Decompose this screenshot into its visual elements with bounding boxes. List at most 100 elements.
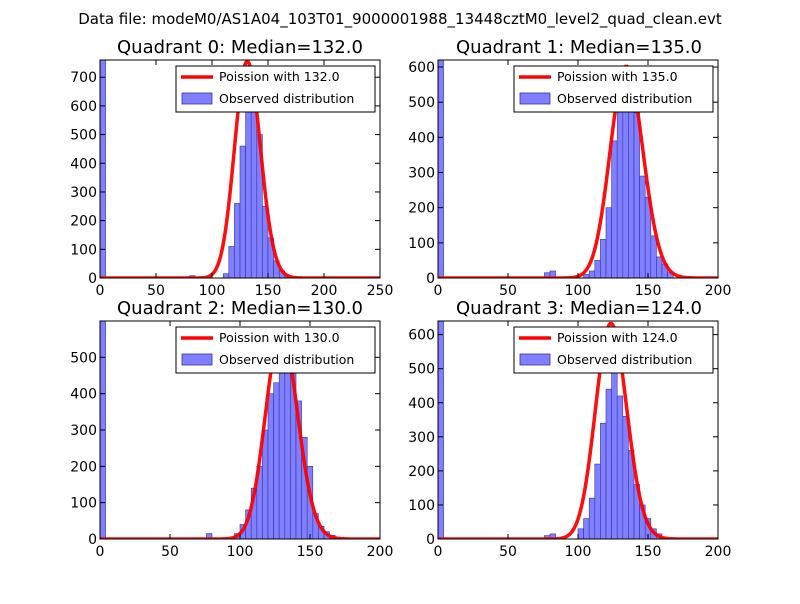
histogram-bar [273, 382, 280, 539]
legend-bar-swatch [181, 92, 213, 105]
legend-bar-swatch [519, 353, 551, 366]
subplot-title: Quadrant 1: Median=135.0 [456, 37, 702, 58]
histogram-bar [600, 239, 607, 278]
x-tick-label: 50 [499, 283, 517, 299]
x-tick-label: 50 [147, 283, 165, 299]
y-tick-label: 0 [88, 271, 97, 287]
legend-curve-label: Poission with 124.0 [557, 330, 678, 345]
histogram-bar [239, 145, 246, 278]
x-tick-label: 200 [705, 283, 732, 299]
x-tick-label: 0 [434, 283, 443, 299]
histogram-bar [583, 274, 590, 278]
plot-area-quadrant-0: 0 50 100 150 200 250 0 100 200 300 400 500 600 700 [70, 59, 394, 299]
histogram-bar [588, 497, 596, 539]
y-tick-label: 300 [70, 423, 97, 439]
y-tick-label: 200 [408, 201, 435, 217]
x-tick-label: 100 [199, 283, 226, 299]
y-tick-label: 600 [70, 99, 97, 115]
legend-bar-swatch [519, 92, 551, 105]
plot-area-quadrant-2: 0 50 100 150 200 0 100 200 300 400 500 [70, 320, 394, 560]
y-tick-label: 500 [408, 95, 435, 111]
legend-bar-label: Observed distribution [557, 352, 692, 367]
subplot-title: Quadrant 3: Median=124.0 [456, 298, 702, 319]
histogram-bar [633, 112, 640, 278]
y-tick-label: 0 [426, 532, 435, 548]
y-tick-label: 400 [408, 130, 435, 146]
x-tick-label: 150 [255, 283, 282, 299]
x-tick-label: 50 [161, 544, 179, 560]
histogram-bar [650, 235, 657, 278]
histogram-bar [616, 395, 624, 539]
x-tick-label: 100 [565, 544, 592, 560]
x-tick-label: 150 [635, 544, 662, 560]
y-tick-label: 400 [408, 396, 435, 412]
axes-frame [99, 59, 381, 279]
x-tick-label: 150 [635, 283, 662, 299]
histogram-bar [262, 429, 269, 539]
y-tick-label: 500 [408, 362, 435, 378]
histogram-bar [438, 60, 444, 278]
y-tick-label: 200 [70, 459, 97, 475]
legend-bar-label: Observed distribution [557, 91, 692, 106]
histogram-bar [438, 321, 444, 539]
y-tick-label: 100 [70, 242, 97, 258]
legend-bar-label: Observed distribution [219, 352, 354, 367]
y-tick-label: 600 [408, 60, 435, 76]
histogram-bar [588, 270, 596, 278]
y-tick-label: 100 [408, 236, 435, 252]
x-tick-label: 250 [367, 283, 394, 299]
legend-curve-label: Poission with 135.0 [557, 69, 678, 84]
y-tick-label: 300 [408, 166, 435, 182]
histogram-bar [228, 246, 235, 278]
y-tick-label: 300 [408, 430, 435, 446]
legend-curve-label: Poission with 132.0 [219, 69, 340, 84]
subplot-title: Quadrant 0: Median=132.0 [117, 37, 363, 58]
histogram-bar [594, 463, 601, 539]
plot-area-quadrant-3: 0 50 100 150 200 0 100 200 300 400 500 600 [408, 320, 732, 560]
y-tick-label: 200 [408, 464, 435, 480]
histogram-bar [577, 528, 584, 539]
histogram-bar [616, 108, 624, 278]
y-tick-label: 400 [70, 387, 97, 403]
x-tick-label: 50 [499, 544, 517, 560]
y-tick-label: 700 [70, 70, 97, 86]
x-tick-label: 0 [434, 544, 443, 560]
histogram-bar [234, 203, 241, 278]
x-tick-label: 0 [96, 544, 105, 560]
y-tick-label: 100 [70, 496, 97, 512]
y-tick-label: 500 [70, 350, 97, 366]
histogram-bar [583, 518, 590, 539]
legend-curve-label: Poission with 130.0 [219, 330, 340, 345]
poisson-curve [100, 329, 380, 539]
figure-suptitle: Data file: modeM0/AS1A04_103T01_90000019… [78, 10, 722, 29]
x-tick-label: 0 [96, 283, 105, 299]
x-tick-label: 150 [297, 544, 324, 560]
histogram-bar [600, 422, 607, 539]
x-tick-label: 200 [367, 544, 394, 560]
x-tick-label: 100 [565, 283, 592, 299]
histogram-bar [605, 388, 612, 539]
y-tick-label: 200 [70, 214, 97, 230]
histogram-bar [622, 416, 629, 539]
legend-bar-swatch [181, 353, 213, 366]
y-tick-label: 500 [70, 128, 97, 144]
histogram-bar [611, 140, 618, 278]
x-tick-label: 200 [705, 544, 732, 560]
y-tick-label: 600 [408, 328, 435, 344]
y-tick-label: 0 [426, 271, 435, 287]
y-tick-label: 100 [408, 498, 435, 514]
histogram-bar [100, 60, 106, 278]
histogram-bar [549, 270, 556, 278]
y-tick-label: 0 [88, 532, 97, 548]
legend-bar-label: Observed distribution [219, 91, 354, 106]
y-tick-label: 400 [70, 156, 97, 172]
subplot-title: Quadrant 2: Median=130.0 [117, 298, 363, 319]
histogram-bar [639, 175, 646, 278]
y-tick-label: 300 [70, 185, 97, 201]
histogram-bar [222, 273, 230, 278]
x-tick-label: 200 [311, 283, 338, 299]
histogram-bar [250, 102, 258, 278]
histogram-bar [656, 256, 663, 278]
